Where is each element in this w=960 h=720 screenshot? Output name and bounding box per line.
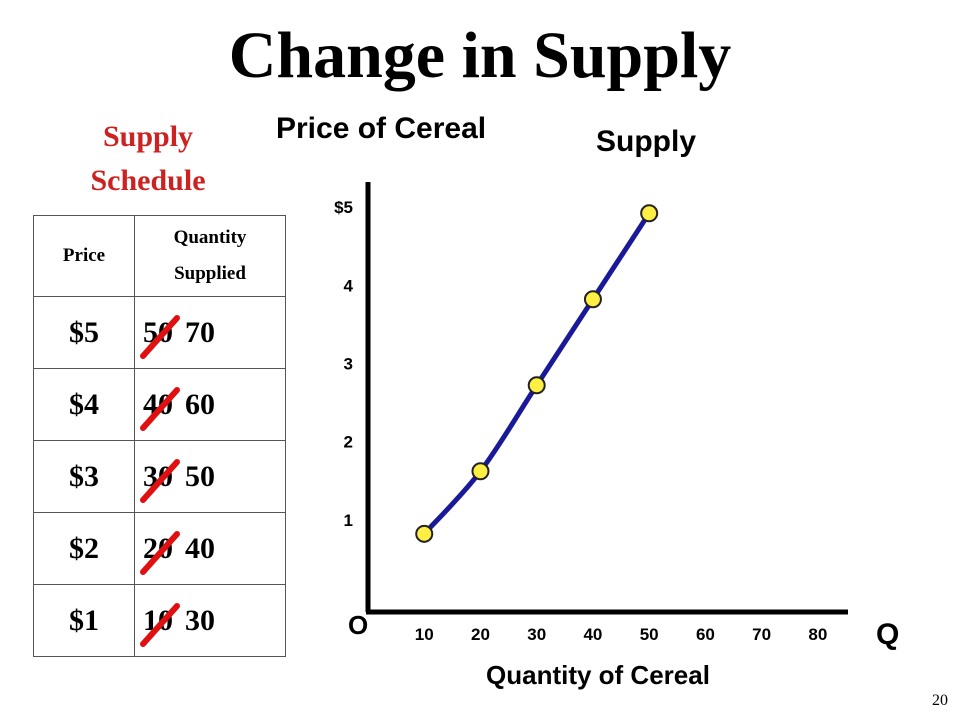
x-axis-label: Quantity of Cereal <box>486 660 710 690</box>
strike-mark-icon <box>140 314 180 359</box>
row-price: $1 <box>33 584 135 657</box>
new-quantity-value: 30 <box>185 603 215 637</box>
strike-mark-icon <box>140 458 180 503</box>
x-tick-label: 40 <box>583 625 602 644</box>
old-quantity: 20 <box>140 530 180 575</box>
y-tick-label: 4 <box>344 276 354 295</box>
y-tick-label: 1 <box>344 511 353 530</box>
x-tick-label: 30 <box>527 625 546 644</box>
table-row: $2 20 40 <box>33 512 286 585</box>
y-axis-label: Price of Cereal <box>276 112 487 145</box>
x-tick-label: 80 <box>808 625 827 644</box>
slide-title: Change in Supply <box>228 19 732 92</box>
supply-point-3 <box>583 290 602 309</box>
old-quantity: 30 <box>140 458 180 503</box>
new-quantity-value: 40 <box>185 531 215 565</box>
series-label-supply: Supply <box>596 125 697 158</box>
row-price: $5 <box>33 296 135 369</box>
row-price: $2 <box>33 512 135 585</box>
x-tick-label: 60 <box>696 625 715 644</box>
header-qty-line1: Quantity <box>173 227 247 248</box>
table-row: $4 40 60 <box>33 368 286 441</box>
supply-schedule-title: Supply Schedule <box>48 115 248 203</box>
table-row: $1 10 30 <box>33 584 286 657</box>
new-quantity-value: 50 <box>185 459 215 493</box>
supply-point-4 <box>640 204 659 223</box>
header-qty-line2: Supplied <box>174 263 246 284</box>
supply-curve-line <box>422 211 652 536</box>
strike-mark-icon <box>140 386 180 431</box>
new-quantity-value: 60 <box>185 387 215 421</box>
y-tick-label: 3 <box>344 354 353 373</box>
table-header-row: Price Quantity Supplied <box>33 215 286 297</box>
x-tick-label: 10 <box>415 625 434 644</box>
table-row: $5 50 70 <box>33 296 286 369</box>
row-quantity: 50 70 <box>134 296 286 369</box>
schedule-title-line1: Supply <box>102 120 194 153</box>
supply-point-2 <box>527 376 546 395</box>
header-quantity-supplied: Quantity Supplied <box>134 215 286 297</box>
y-tick-label: $5 <box>334 198 353 217</box>
origin-label: O <box>348 610 369 640</box>
table-row: $3 30 50 <box>33 440 286 513</box>
new-quantity-value: 70 <box>185 315 215 349</box>
x-tick-label: 20 <box>471 625 490 644</box>
schedule-title-line2: Schedule <box>90 164 206 197</box>
strike-mark-icon <box>140 530 180 575</box>
x-tick-label: 50 <box>640 625 659 644</box>
y-tick-label: 2 <box>344 433 353 452</box>
old-quantity: 50 <box>140 314 180 359</box>
row-price: $3 <box>33 440 135 513</box>
x-tick-label: 70 <box>752 625 771 644</box>
supply-schedule-table: Price Quantity Supplied $5 50 70 $4 40 60 $3 30… <box>33 215 286 657</box>
old-quantity: 10 <box>140 602 180 647</box>
row-quantity: 10 30 <box>134 584 286 657</box>
supply-point-0 <box>415 524 434 543</box>
page-number: 20 <box>932 692 948 709</box>
header-price: Price <box>33 215 135 297</box>
row-quantity: 20 40 <box>134 512 286 585</box>
strike-mark-icon <box>140 602 180 647</box>
supply-point-1 <box>471 462 490 481</box>
old-quantity: 40 <box>140 386 180 431</box>
row-price: $4 <box>33 368 135 441</box>
q-axis-label: Q <box>876 618 900 651</box>
